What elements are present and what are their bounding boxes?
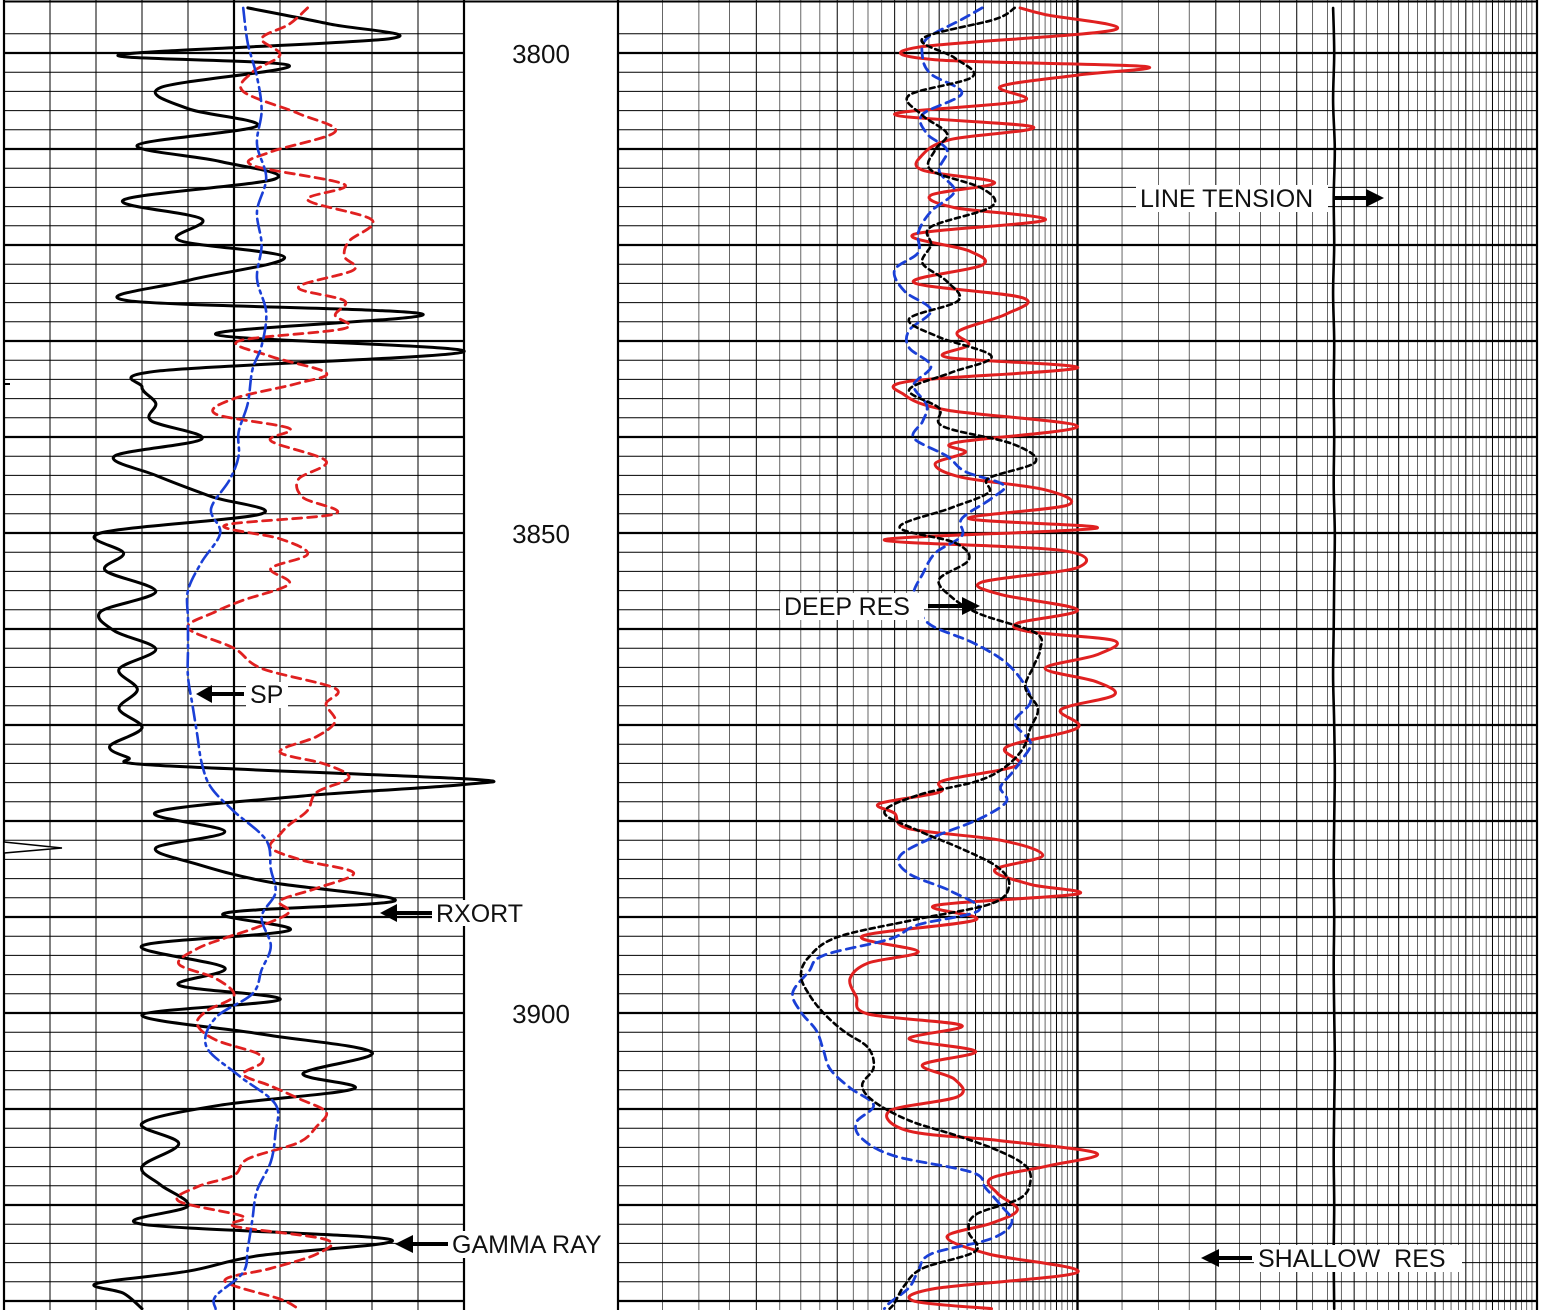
- sp-label: SP: [250, 681, 283, 709]
- shallow-res-annotation: SHALLOW RES: [1201, 1245, 1462, 1273]
- rxort-annotation: RXORT: [380, 900, 534, 928]
- right-track-grid: [4, 0, 1539, 1310]
- curve-sp: [185, 6, 280, 1310]
- sp-arrow-head: [196, 685, 212, 703]
- left-edge-sliver: [3, 841, 63, 854]
- gamma-ray-arrow-head: [395, 1235, 413, 1253]
- deep-res-annotation: DEEP RES: [780, 593, 980, 621]
- left-track-grid: [2, 0, 466, 1310]
- gamma-ray-label: GAMMA RAY: [452, 1231, 602, 1259]
- rxort-arrow-head: [380, 904, 397, 922]
- curve-shallow-res: [848, 6, 1151, 1310]
- curve-deep-res-black: [799, 6, 1044, 1310]
- shallow-res-arrow-head: [1201, 1249, 1219, 1267]
- line-tension-arrow-head: [1366, 189, 1384, 207]
- depth-label-3900: 3900: [512, 999, 570, 1029]
- left-track-curves: [92, 6, 496, 1310]
- depth-labels: 3800 3850 3900: [512, 39, 570, 1029]
- curve-annotations: SP RXORT GAMMA RAY DEEP RES SHALLOW RES: [196, 185, 1462, 1273]
- sp-annotation: SP: [196, 681, 288, 709]
- curve-gamma-ray: [92, 6, 496, 1310]
- curve-deep-res: [791, 6, 1033, 1310]
- line-tension-label: LINE TENSION: [1140, 185, 1313, 213]
- line-tension-annotation: LINE TENSION: [1136, 185, 1384, 213]
- curve-line-tension: [1331, 6, 1337, 1310]
- curve-rxort: [175, 6, 375, 1310]
- gamma-ray-annotation: GAMMA RAY: [395, 1231, 614, 1259]
- rxort-label: RXORT: [436, 900, 523, 928]
- depth-label-3850: 3850: [512, 519, 570, 549]
- deep-res-label: DEEP RES: [784, 593, 910, 621]
- depth-label-3800: 3800: [512, 39, 570, 69]
- deep-res-arrow-head: [962, 597, 980, 615]
- right-track-curves: [791, 6, 1337, 1310]
- shallow-res-label: SHALLOW RES: [1258, 1245, 1446, 1273]
- edge-marks: [3, 383, 63, 854]
